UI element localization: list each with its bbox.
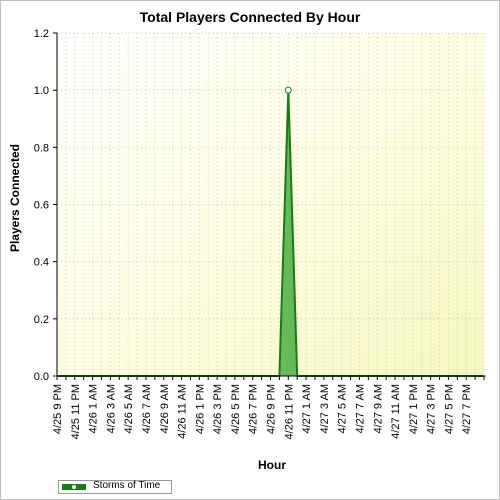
x-tick-label: 4/27 7 PM [461,384,473,434]
legend-entry: Storms of Time [93,480,161,491]
x-tick-label: 4/26 1 PM [194,384,206,434]
x-tick-label: 4/26 5 PM [230,384,242,434]
chart-title: Total Players Connected By Hour [139,9,361,25]
y-tick-label: 1.0 [34,85,49,97]
y-tick-label: 0.6 [34,200,49,212]
data-point [284,86,292,94]
x-tick-label: 4/26 11 AM [177,384,189,439]
x-tick-label: 4/27 1 AM [301,384,313,434]
x-tick-label: 4/26 9 AM [159,384,171,434]
x-axis-label: Hour [258,458,286,472]
x-tick-label: 4/25 11 PM [70,384,82,439]
x-tick-label: 4/26 9 PM [266,384,278,434]
y-tick-label: 0.4 [34,257,49,269]
legend-marker-icon [71,484,77,490]
y-tick-label: 0.0 [34,371,49,383]
legend: Storms of Time [58,480,172,494]
x-tick-label: 4/26 3 PM [212,384,224,434]
x-tick-label: 4/26 5 AM [123,384,135,434]
x-tick-label: 4/27 9 AM [372,384,384,434]
y-tick-label: 0.2 [34,314,49,326]
x-tick-label: 4/27 1 PM [408,384,420,434]
y-tick-label: 1.2 [34,28,49,40]
legend-swatch-icon [62,484,86,490]
x-tick-label: 4/26 11 PM [283,384,295,439]
x-tick-label: 4/26 7 AM [141,384,153,434]
x-tick-label: 4/27 3 AM [319,384,331,434]
x-tick-label: 4/27 5 AM [337,384,349,434]
y-tick-label: 0.8 [34,142,49,154]
x-tick-label: 4/25 9 PM [52,384,64,434]
plot-background [57,33,484,376]
x-tick-label: 4/26 1 AM [88,384,100,434]
x-tick-label: 4/26 3 AM [105,384,117,434]
x-tick-label: 4/27 11 AM [390,384,402,439]
x-tick-label: 4/27 5 PM [443,384,455,434]
x-tick-label: 4/27 3 PM [426,384,438,434]
x-tick-label: 4/27 7 AM [354,384,366,434]
x-tick-label: 4/26 7 PM [248,384,260,434]
